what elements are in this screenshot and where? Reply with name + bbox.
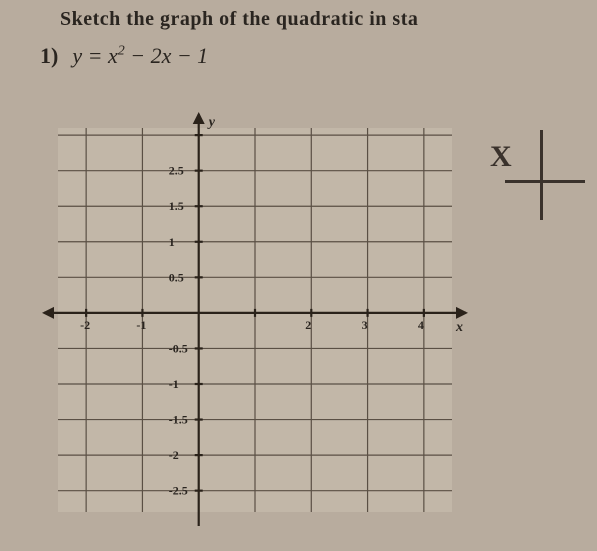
eq-exp: 2 bbox=[118, 44, 125, 59]
svg-text:-1.5: -1.5 bbox=[169, 413, 188, 427]
problem-line: 1) y = x2 − 2x − 1 bbox=[0, 35, 597, 77]
problem-number: 1) bbox=[40, 43, 58, 69]
svg-text:-0.5: -0.5 bbox=[169, 341, 188, 355]
title-text: Sketch the graph of the quadratic in sta bbox=[60, 8, 418, 30]
svg-text:2.5: 2.5 bbox=[169, 164, 184, 178]
svg-text:-2: -2 bbox=[169, 448, 179, 462]
svg-text:3: 3 bbox=[362, 318, 368, 332]
grid-svg: y x -2 -1 2 3 4 2.5 1.5 1 0.5 -0.5 -1 -1.5 -2 -2.5 bbox=[40, 110, 470, 530]
handwritten-vline bbox=[540, 130, 543, 220]
svg-text:2: 2 bbox=[305, 318, 311, 332]
svg-text:1: 1 bbox=[169, 235, 175, 249]
svg-text:-2: -2 bbox=[80, 318, 90, 332]
handwritten-x: X bbox=[490, 140, 512, 174]
svg-text:-1: -1 bbox=[136, 318, 146, 332]
eq-rest: − 2x − 1 bbox=[125, 43, 208, 68]
svg-text:-1: -1 bbox=[169, 377, 179, 391]
coordinate-grid: y x -2 -1 2 3 4 2.5 1.5 1 0.5 -0.5 -1 -1.5 -2 -2.5 bbox=[40, 110, 470, 530]
svg-text:y: y bbox=[207, 115, 216, 130]
svg-text:1.5: 1.5 bbox=[169, 199, 184, 213]
svg-text:4: 4 bbox=[418, 318, 424, 332]
eq-equals: = bbox=[88, 43, 103, 68]
eq-lhs: y bbox=[72, 43, 82, 68]
svg-text:0.5: 0.5 bbox=[169, 270, 184, 284]
eq-x: x bbox=[108, 43, 118, 68]
svg-text:-2.5: -2.5 bbox=[169, 484, 188, 498]
handwritten-hline bbox=[505, 180, 585, 183]
worksheet-header: Sketch the graph of the quadratic in sta bbox=[0, 0, 597, 35]
equation: y = x2 − 2x − 1 bbox=[72, 43, 208, 69]
svg-text:x: x bbox=[455, 320, 463, 335]
